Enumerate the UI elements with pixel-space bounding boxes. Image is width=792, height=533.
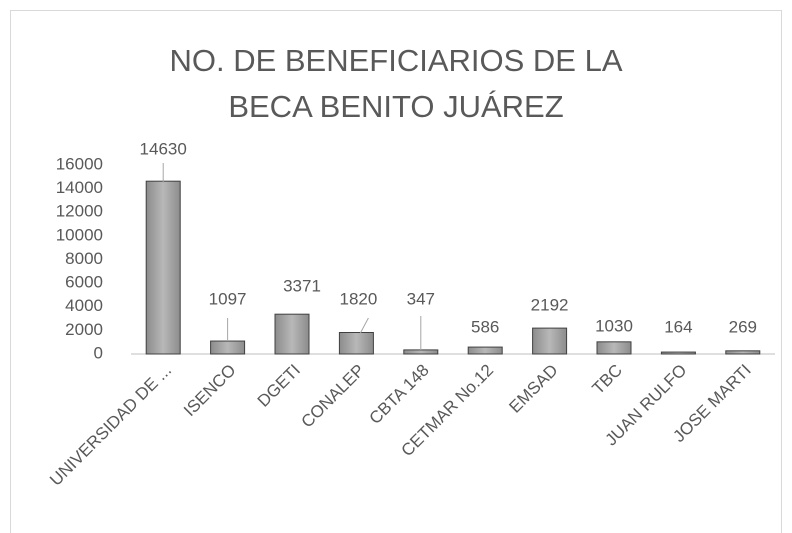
bar [403, 349, 439, 355]
x-tick-label: ISENCO [180, 361, 240, 421]
data-label: 1820 [339, 289, 377, 308]
data-label: 1097 [209, 289, 247, 308]
bar [338, 332, 374, 355]
bar [660, 351, 696, 355]
bar [467, 346, 503, 355]
data-label: 3371 [283, 276, 321, 295]
y-tick-label: 16000 [56, 154, 103, 173]
chart-title: NO. DE BENEFICIARIOS DE LA BECA BENITO J… [169, 43, 623, 124]
data-label: 1030 [595, 316, 633, 335]
y-tick-label: 12000 [56, 202, 103, 221]
y-tick-label: 0 [94, 343, 103, 362]
x-tick-label: CBTA 148 [365, 361, 432, 428]
data-label: 586 [471, 317, 499, 336]
x-tick-label: CONALEP [298, 361, 369, 432]
x-tick-label: EMSAD [505, 361, 561, 417]
x-tick-label: TBC [589, 361, 626, 398]
bar [210, 340, 246, 355]
leader-line [359, 317, 369, 334]
data-label: 14630 [140, 139, 187, 158]
x-tick-label: DGETI [254, 361, 304, 411]
data-label: 347 [407, 289, 435, 308]
x-tick-label: UNIVERSIDAD DE ... [46, 361, 175, 490]
chart-border [10, 10, 782, 533]
data-label: 2192 [531, 295, 569, 314]
bar [532, 327, 568, 355]
y-tick-label: 8000 [65, 249, 103, 268]
data-label: 269 [729, 317, 757, 336]
bar [145, 180, 181, 355]
y-tick-label: 14000 [56, 178, 103, 197]
bar [725, 350, 761, 355]
y-tick-label: 2000 [65, 320, 103, 339]
y-tick-label: 4000 [65, 296, 103, 315]
bar [274, 313, 310, 355]
data-label: 164 [664, 317, 692, 336]
y-tick-label: 10000 [56, 225, 103, 244]
y-tick-label: 6000 [65, 273, 103, 292]
bar [596, 341, 632, 355]
